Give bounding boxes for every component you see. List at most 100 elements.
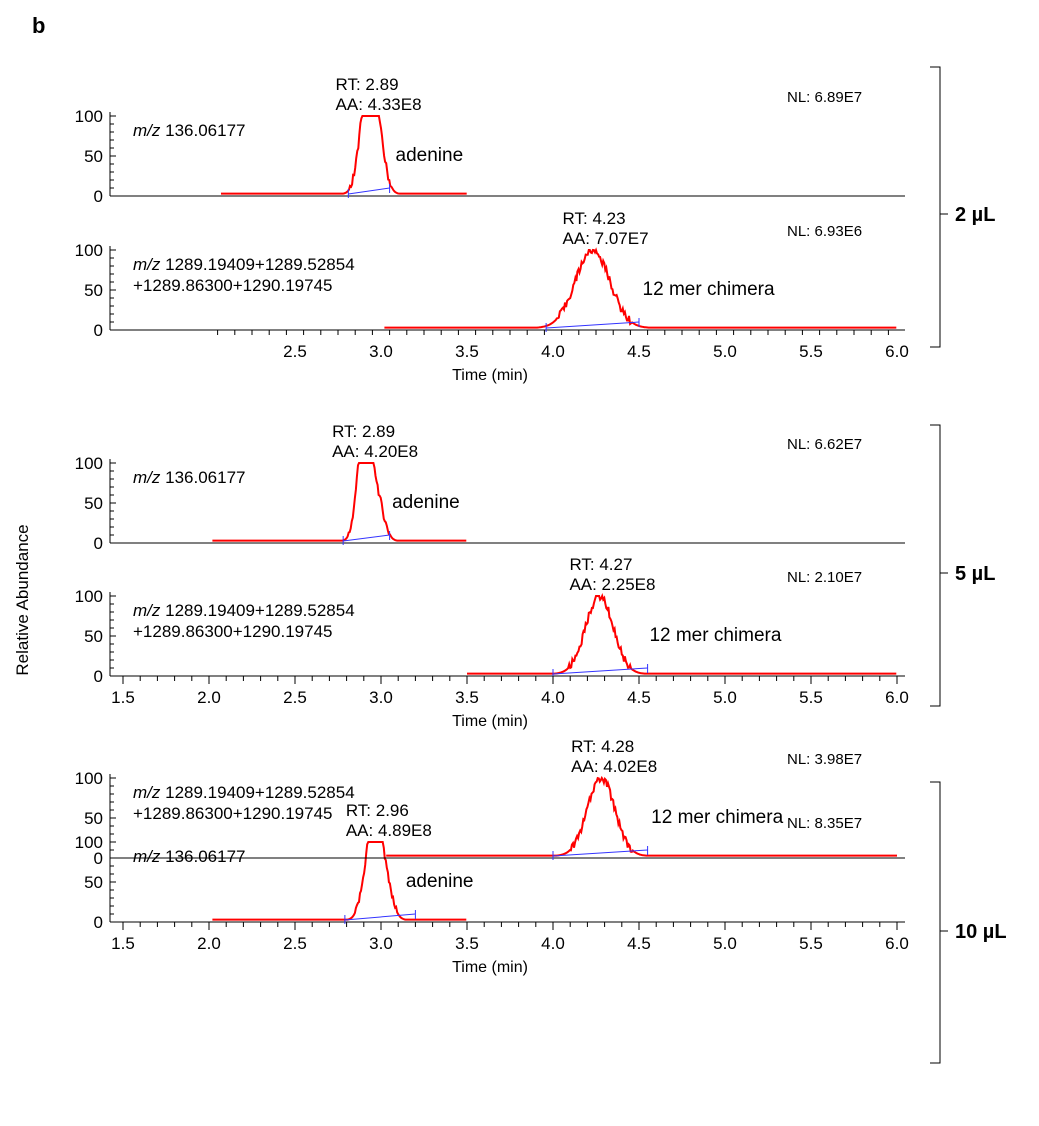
trace-panel: 0 50 100 m/z 1289.19409+1289.52854 +1289.863… [75,555,905,686]
group-bracket [930,66,948,348]
chromatogram-trace [212,841,467,921]
x-axis-title: Time (min) [452,367,528,384]
x-tick-label: 5.5 [799,688,823,707]
ion-label: m/z 1289.19409+1289.52854 [133,601,355,620]
x-tick-label: 4.5 [627,688,651,707]
compound-label: adenine [406,871,474,892]
x-tick-label: 3.5 [455,934,479,953]
integration-baseline [546,321,640,329]
compound-label: 12 mer chimera [651,807,783,828]
ion-label-line2: +1289.86300+1290.19745 [133,276,332,295]
x-tick-label: 4.0 [541,688,565,707]
y-tick-label: 50 [84,147,103,166]
ion-label-line2: +1289.86300+1290.19745 [133,804,332,823]
y-tick-label: 0 [94,667,103,686]
ion-label-line2: +1289.86300+1290.19745 [133,622,332,641]
y-tick-label: 0 [94,187,103,206]
y-tick-label: 50 [84,627,103,646]
x-axis: 2.5 3.0 3.5 4.0 4.5 5.0 5.5 6.0 Time (min) [217,330,909,384]
nl-label: NL: 6.93E6 [787,223,862,240]
ion-label: m/z 136.06177 [133,468,245,487]
group-bracket [930,781,948,1064]
y-tick-label: 0 [94,534,103,553]
ion-label: m/z 1289.19409+1289.52854 [133,255,355,274]
y-tick-label: 50 [84,809,103,828]
integration-baseline [552,667,648,675]
x-tick-label: 1.5 [111,934,135,953]
rt-label: RT: 4.28 [571,737,634,756]
y-tick-label: 50 [84,494,103,513]
group-label: 10 µL [955,921,1007,943]
chromatogram-trace [386,775,897,857]
x-tick-label: 4.5 [627,342,651,361]
y-tick-label: 100 [75,107,103,126]
aa-label: AA: 2.25E8 [569,575,655,594]
x-tick-label: 3.0 [369,342,393,361]
chromatogram-trace [467,593,897,675]
group-label: 2 µL [955,204,995,226]
aa-label: AA: 4.20E8 [332,442,418,461]
y-tick-label: 100 [75,454,103,473]
rt-label: RT: 2.96 [346,801,409,820]
rt-label: RT: 2.89 [336,75,399,94]
x-tick-label: 4.5 [627,934,651,953]
x-tick-label: 2.5 [283,342,307,361]
chromatogram-trace [384,247,897,329]
ion-label: m/z 136.06177 [133,847,245,866]
y-tick-label: 100 [75,769,103,788]
x-tick-label: 3.0 [369,688,393,707]
x-tick-label: 5.5 [799,342,823,361]
aa-label: AA: 4.02E8 [571,757,657,776]
x-tick-label: 6.0 [885,688,909,707]
x-tick-label: 2.0 [197,688,221,707]
x-tick-label: 5.0 [713,934,737,953]
x-tick-label: 3.5 [455,688,479,707]
integration-baseline [344,913,416,921]
integration-baseline [552,849,648,857]
x-axis: 1.5 2.0 2.5 3.0 3.5 4.0 4.5 5.0 5.5 6.0 Time (min) [111,922,909,976]
chromatogram-trace [212,462,467,542]
compound-label: 12 mer chimera [649,625,781,646]
aa-label: AA: 4.89E8 [346,821,432,840]
y-tick-label: 0 [94,849,103,868]
x-tick-label: 2.5 [283,934,307,953]
aa-label: AA: 7.07E7 [563,229,649,248]
x-tick-label: 5.0 [713,688,737,707]
aa-label: AA: 4.33E8 [336,95,422,114]
nl-label: NL: 8.35E7 [787,815,862,832]
trace-panel: 0 50 100 m/z 1289.19409+1289.52854 +1289.863… [75,737,905,868]
y-tick-label: 50 [84,873,103,892]
y-tick-label: 0 [94,913,103,932]
y-tick-label: 0 [94,321,103,340]
ion-label: m/z 1289.19409+1289.52854 [133,783,355,802]
rt-label: RT: 4.27 [569,555,632,574]
nl-label: NL: 3.98E7 [787,751,862,768]
x-tick-label: 5.0 [713,342,737,361]
nl-label: NL: 6.89E7 [787,89,862,106]
y-axis-label: Relative Abundance [13,524,32,675]
integration-baseline [343,534,390,542]
compound-label: adenine [392,492,460,513]
trace-panel: 0 50 100 m/z 1289.19409+1289.52854 +1289.863… [75,209,905,340]
x-tick-label: 2.0 [197,934,221,953]
rt-label: RT: 2.89 [332,422,395,441]
y-tick-label: 100 [75,241,103,260]
panel-label: b [32,13,45,38]
x-tick-label: 6.0 [885,342,909,361]
y-tick-label: 100 [75,833,103,852]
x-tick-label: 3.0 [369,934,393,953]
x-tick-label: 2.5 [283,688,307,707]
x-tick-label: 4.0 [541,934,565,953]
compound-label: 12 mer chimera [643,279,775,300]
y-tick-label: 50 [84,281,103,300]
x-tick-label: 6.0 [885,934,909,953]
x-tick-label: 3.5 [455,342,479,361]
